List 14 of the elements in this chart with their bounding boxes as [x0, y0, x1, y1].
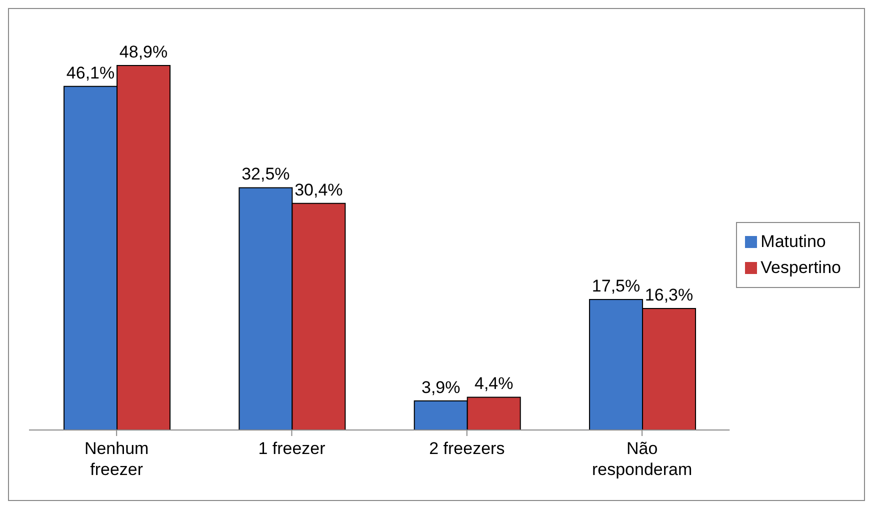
data-label: 17,5% — [592, 276, 640, 296]
data-label: 32,5% — [242, 164, 290, 184]
data-label: 16,3% — [644, 285, 694, 304]
data-label: 48,9% — [119, 42, 168, 62]
data-label: 30,4% — [294, 180, 343, 200]
legend-label: Vespertino — [760, 258, 841, 276]
data-label: 3,9% — [421, 378, 460, 397]
x-tick-label: Não responderam — [592, 439, 692, 479]
legend-label: Matutino — [760, 232, 826, 250]
x-tick-label: 2 freezers — [429, 439, 505, 458]
data-label: 46,1% — [66, 63, 115, 82]
x-tick-label: 1 freezer — [258, 439, 326, 458]
data-label: 4,4% — [474, 374, 514, 394]
x-tick-label: Nenhum freezer — [84, 439, 149, 479]
